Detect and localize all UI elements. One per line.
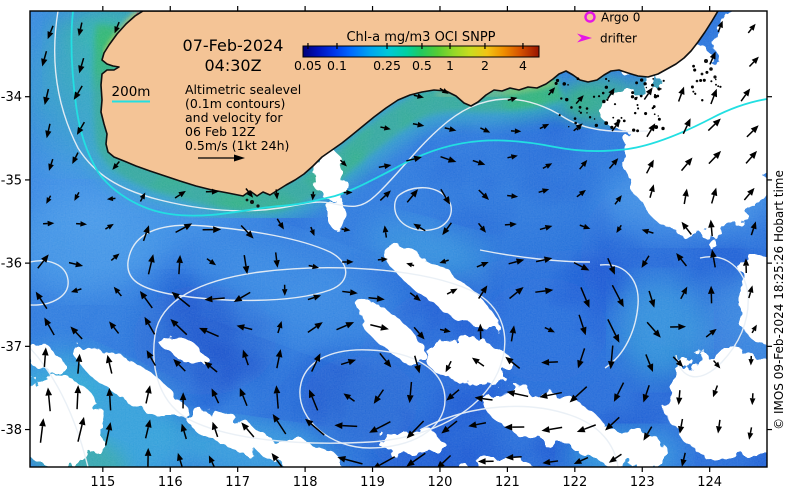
info-line-1: Altimetric sealevel: [185, 82, 301, 97]
colorbar-tick-label: 0.05: [294, 58, 322, 73]
isobath-legend: 200m: [112, 84, 151, 102]
time-label: 04:30Z: [204, 56, 261, 75]
x-tick-label: 121: [495, 475, 520, 490]
colorbar-tick-label: 2: [481, 58, 489, 73]
date-label: 07-Feb-2024: [183, 36, 284, 55]
x-tick-label: 120: [428, 475, 453, 490]
x-tick-label: 119: [360, 475, 385, 490]
x-tick-label: 122: [562, 475, 587, 490]
y-tick-label: -38: [1, 423, 22, 438]
colorbar-tick-label: 0.1: [327, 58, 347, 73]
info-line-4: 06 Feb 12Z: [185, 124, 255, 139]
x-tick-label: 116: [158, 475, 183, 490]
isobath-label: 200m: [112, 84, 151, 100]
colorbar-tick-label: 0.5: [412, 58, 432, 73]
colorbar-tick-label: 4: [519, 58, 527, 73]
colorbar-gradient-bar: [303, 46, 539, 57]
x-tick-label: 115: [90, 475, 115, 490]
drifter-label: drifter: [600, 32, 637, 46]
y-tick-label: -37: [1, 340, 22, 355]
colorbar-tick-label: 0.25: [373, 58, 401, 73]
colorbar-title: Chl-a mg/m3 OCI SNPP: [346, 30, 495, 45]
x-tick-label: 117: [225, 475, 250, 490]
info-line-2: (0.1m contours): [185, 96, 285, 111]
info-line-3: and velocity for: [185, 110, 283, 125]
x-tick-label: 124: [697, 475, 722, 490]
credit-text: © IMOS 09-Feb-2024 18:25:26 Hobart time: [772, 170, 786, 430]
y-tick-label: -35: [1, 173, 22, 188]
argo-label: Argo 0: [601, 11, 640, 25]
x-tick-label: 123: [630, 475, 655, 490]
colorbar-tick-label: 1: [446, 58, 454, 73]
x-tick-label: 118: [293, 475, 318, 490]
y-tick-label: -34: [1, 90, 22, 105]
info-line-5: 0.5m/s (1kt 24h): [185, 138, 289, 153]
y-tick-label: -36: [1, 257, 22, 272]
